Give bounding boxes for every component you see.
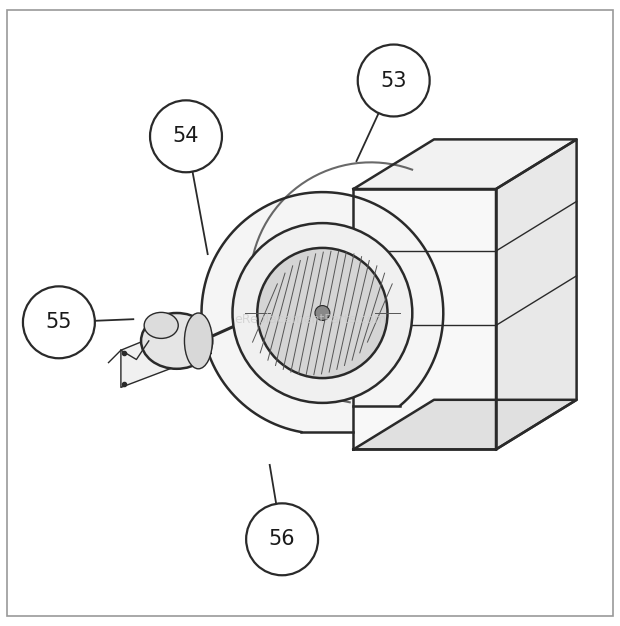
Polygon shape [121, 316, 211, 387]
Circle shape [257, 248, 388, 378]
Circle shape [150, 100, 222, 172]
Text: 53: 53 [381, 71, 407, 91]
Polygon shape [353, 140, 577, 189]
Circle shape [358, 44, 430, 116]
Text: eReplacementParts.com: eReplacementParts.com [234, 313, 386, 326]
Polygon shape [353, 189, 496, 449]
Polygon shape [496, 140, 577, 449]
Ellipse shape [185, 313, 212, 369]
Text: 56: 56 [269, 530, 295, 549]
Polygon shape [202, 192, 443, 432]
Circle shape [246, 503, 318, 575]
Text: 54: 54 [173, 126, 199, 146]
Circle shape [232, 223, 412, 403]
Ellipse shape [141, 313, 212, 369]
Circle shape [23, 286, 95, 358]
Circle shape [315, 305, 330, 321]
Text: 55: 55 [46, 312, 72, 332]
Ellipse shape [144, 312, 179, 339]
Polygon shape [353, 400, 577, 449]
